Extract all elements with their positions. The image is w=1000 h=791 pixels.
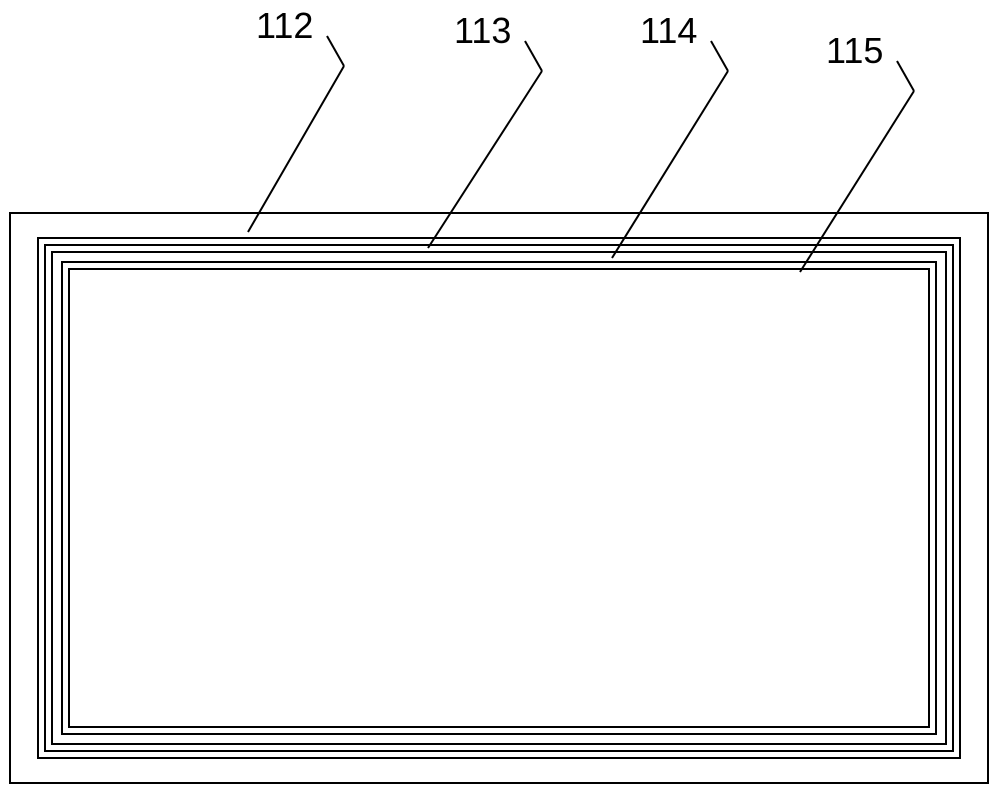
- outer-frame-112: [10, 213, 988, 783]
- label-115: 115: [826, 30, 883, 72]
- leader-tick-114: [711, 41, 728, 71]
- label-114: 114: [640, 10, 697, 52]
- leader-line-112: [248, 66, 344, 232]
- frame-115b: [69, 269, 929, 727]
- leader-tick-112: [327, 36, 344, 66]
- frame-115a: [62, 262, 936, 734]
- frame-113: [38, 238, 960, 758]
- leader-tick-113: [525, 41, 542, 71]
- label-112: 112: [256, 5, 313, 47]
- leader-tick-115: [897, 61, 914, 91]
- label-113: 113: [454, 10, 511, 52]
- leader-line-114: [612, 71, 728, 258]
- frame-114a: [45, 245, 953, 751]
- diagram-container: 112 113 114 115: [0, 0, 1000, 791]
- diagram-svg: [0, 0, 1000, 791]
- frame-114b: [52, 252, 946, 744]
- leader-line-113: [428, 71, 542, 248]
